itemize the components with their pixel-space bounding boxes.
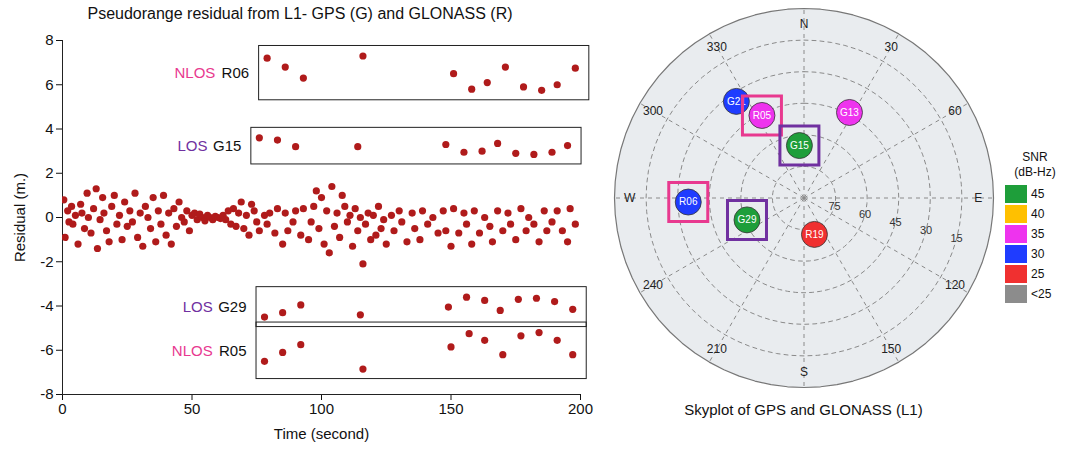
svg-text:0: 0 — [58, 400, 66, 417]
svg-text:W: W — [624, 191, 636, 205]
svg-text:G15: G15 — [213, 137, 241, 154]
svg-text:330: 330 — [707, 40, 727, 54]
svg-text:R06: R06 — [222, 64, 250, 81]
svg-text:0: 0 — [45, 208, 53, 225]
svg-text:200: 200 — [568, 400, 593, 417]
svg-text:150: 150 — [438, 400, 463, 417]
html-text:SNR: SNR — [1022, 150, 1048, 164]
svg-text:R05: R05 — [753, 110, 772, 121]
svg-text:8: 8 — [45, 31, 53, 48]
svg-text:4: 4 — [45, 120, 53, 137]
svg-text:-4: -4 — [40, 297, 53, 314]
svg-text:NLOS: NLOS — [174, 64, 215, 81]
svg-text:-8: -8 — [40, 385, 53, 402]
svg-text:G13: G13 — [840, 107, 859, 118]
svg-text:G21: G21 — [726, 95, 746, 107]
svg-text:240: 240 — [643, 278, 663, 292]
svg-text:R05: R05 — [219, 342, 247, 359]
svg-text:100: 100 — [309, 400, 334, 417]
svg-text:NLOS: NLOS — [172, 342, 213, 359]
svg-text:E: E — [974, 191, 982, 205]
html-text:45: 45 — [1031, 187, 1045, 201]
svg-text:R19: R19 — [805, 229, 824, 240]
html-text:(dB-Hz): (dB-Hz) — [1014, 165, 1056, 179]
svg-text:-2: -2 — [40, 253, 53, 270]
html-text:Skyplot of GPS and GLONASS (L1: Skyplot of GPS and GLONASS (L1) — [684, 401, 923, 418]
svg-text:30: 30 — [884, 40, 898, 54]
svg-text:R06: R06 — [679, 196, 698, 207]
svg-text:75: 75 — [828, 200, 840, 212]
svg-text:G29: G29 — [218, 298, 246, 315]
html-text:30: 30 — [1031, 247, 1045, 261]
svg-text:LOS: LOS — [178, 137, 208, 154]
html-text:35: 35 — [1031, 227, 1045, 241]
html-text:<25: <25 — [1031, 287, 1052, 301]
svg-text:G15: G15 — [790, 140, 809, 151]
svg-text:15: 15 — [950, 232, 962, 244]
svg-text:50: 50 — [184, 400, 201, 417]
svg-text:30: 30 — [920, 224, 932, 236]
svg-text:300: 300 — [643, 104, 663, 118]
svg-text:45: 45 — [889, 216, 901, 228]
svg-text:Residual (m.): Residual (m.) — [11, 173, 28, 262]
html-text:Pseudorange residual from L1-: Pseudorange residual from L1- GPS (G) an… — [87, 5, 513, 22]
svg-text:60: 60 — [859, 208, 871, 220]
svg-text:2: 2 — [45, 164, 53, 181]
svg-text:N: N — [800, 17, 809, 31]
svg-text:6: 6 — [45, 76, 53, 93]
html-text:40: 40 — [1031, 207, 1045, 221]
svg-text:-6: -6 — [40, 341, 53, 358]
svg-text:150: 150 — [881, 342, 901, 356]
svg-text:120: 120 — [945, 278, 965, 292]
svg-text:60: 60 — [948, 104, 962, 118]
html-text:25: 25 — [1031, 267, 1045, 281]
svg-text:LOS: LOS — [183, 298, 213, 315]
svg-text:S: S — [800, 365, 808, 379]
svg-text:G29: G29 — [738, 214, 757, 225]
svg-text:210: 210 — [707, 342, 727, 356]
svg-text:Time (second): Time (second) — [274, 425, 369, 442]
